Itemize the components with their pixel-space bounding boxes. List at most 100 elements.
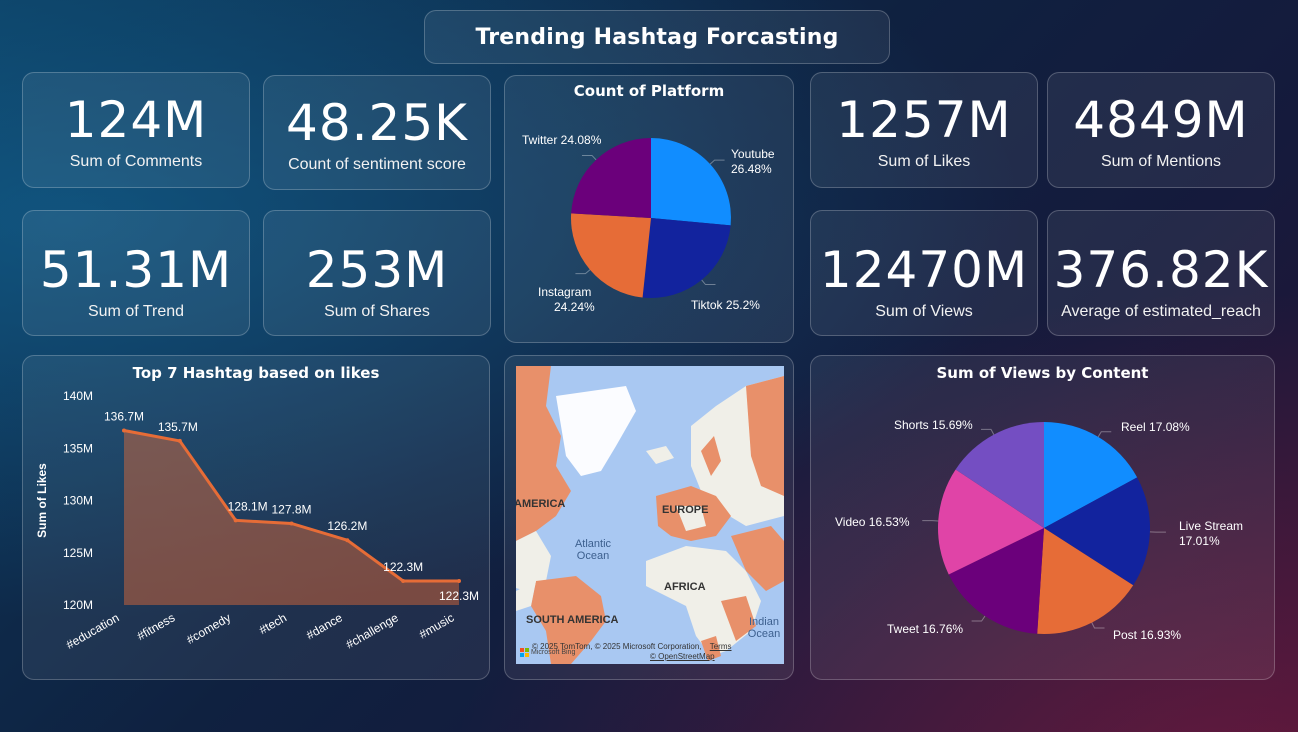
- map-attribution-text: © 2025 TomTom, © 2025 Microsoft Corporat…: [532, 642, 702, 651]
- pie-leader-line: [709, 159, 725, 165]
- kpi-value: 51.31M: [39, 241, 233, 299]
- pie-leader-line: [971, 615, 986, 622]
- map-label-south-america: SOUTH AMERICA: [526, 614, 619, 626]
- data-label: 126.2M: [327, 519, 367, 533]
- kpi-card-trend[interactable]: 51.31M Sum of Trend: [22, 210, 250, 336]
- dashboard-title-card: Trending Hashtag Forcasting: [424, 10, 890, 64]
- map-osm-link[interactable]: © OpenStreetMap: [650, 652, 715, 661]
- map-label-america: AMERICA: [516, 498, 566, 510]
- map-label-indian: Indian Ocean: [747, 616, 781, 640]
- kpi-card-sentiment[interactable]: 48.25K Count of sentiment score: [263, 75, 491, 190]
- x-tick-label: #challenge: [343, 610, 401, 651]
- pie-label-youtube: Youtube 26.48%: [731, 147, 775, 176]
- pie-label-name: Live Stream: [1179, 519, 1243, 533]
- platform-pie-chart[interactable]: Youtube 26.48% Tiktok 25.2% Instagram 24.24%…: [505, 76, 795, 344]
- kpi-value: 1257M: [836, 91, 1012, 149]
- y-axis-label: Sum of Likes: [35, 463, 49, 538]
- pie-leader-line: [581, 154, 597, 161]
- y-tick-label: 120M: [63, 598, 93, 612]
- pie-label-post: Post 16.93%: [1113, 628, 1181, 642]
- pie-label-instagram: Instagram 24.24%: [538, 285, 595, 314]
- content-views-pie-chart[interactable]: Reel 17.08% Live Stream 17.01% Post 16.93% T…: [811, 356, 1276, 681]
- y-tick-label: 125M: [63, 546, 93, 560]
- data-point[interactable]: [233, 518, 238, 523]
- x-tick-label: #tech: [257, 610, 289, 637]
- map-label-africa: AFRICA: [664, 581, 706, 593]
- data-point[interactable]: [345, 538, 350, 543]
- kpi-card-likes[interactable]: 1257M Sum of Likes: [810, 72, 1038, 188]
- pie-slice-video[interactable]: [938, 469, 1044, 575]
- pie-label-tweet: Tweet 16.76%: [887, 622, 963, 636]
- chart-title: Top 7 Hashtag based on likes: [132, 364, 380, 382]
- pie-slice-twitter[interactable]: [571, 138, 651, 218]
- kpi-value: 124M: [64, 91, 208, 149]
- pie-slice-tiktok[interactable]: [642, 218, 731, 298]
- kpi-value: 253M: [305, 241, 449, 299]
- pie-slice-live-stream[interactable]: [1044, 477, 1150, 586]
- data-point[interactable]: [177, 438, 182, 443]
- chart-title: Count of Platform: [573, 82, 725, 100]
- x-tick-label: #fitness: [135, 610, 178, 643]
- kpi-label: Sum of Views: [875, 303, 973, 320]
- pie-label-value: 26.48%: [731, 162, 772, 176]
- dashboard-title: Trending Hashtag Forcasting: [475, 24, 839, 50]
- kpi-card-shares[interactable]: 253M Sum of Shares: [263, 210, 491, 336]
- pie-label-reel: Reel 17.08%: [1121, 420, 1190, 434]
- pie-label-name: Youtube: [731, 147, 775, 161]
- pie-slice-instagram[interactable]: [571, 213, 651, 298]
- hashtag-likes-area-chart[interactable]: 120M 125M 130M 135M 140M Sum of Likes 136.7M 13…: [23, 356, 491, 681]
- pie-slice-reel[interactable]: [1044, 422, 1138, 528]
- kpi-label: Count of sentiment score: [288, 156, 466, 173]
- kpi-value: 12470M: [819, 241, 1029, 299]
- x-tick-label: #dance: [304, 610, 345, 642]
- pie-label-twitter: Twitter 24.08%: [522, 133, 602, 147]
- pie-leader-line: [575, 269, 591, 275]
- kpi-card-comments[interactable]: 124M Sum of Comments: [22, 72, 250, 188]
- pie-slice-tweet[interactable]: [948, 528, 1044, 634]
- kpi-card-mentions[interactable]: 4849M Sum of Mentions: [1047, 72, 1275, 188]
- platform-pie-card[interactable]: Count of Platform Youtube 26.48% Tiktok 25…: [504, 75, 794, 343]
- pie-label-value: 24.24%: [554, 300, 595, 314]
- data-point[interactable]: [457, 578, 461, 583]
- pie-leader-line: [701, 279, 716, 286]
- chart-title: Sum of Views by Content: [936, 364, 1149, 382]
- data-point[interactable]: [122, 428, 126, 433]
- pie-slice-post[interactable]: [1037, 528, 1134, 634]
- data-label: 127.8M: [271, 502, 311, 516]
- pie-slice-shorts[interactable]: [955, 422, 1044, 528]
- kpi-value: 376.82K: [1053, 241, 1269, 299]
- kpi-label: Average of estimated_reach: [1061, 303, 1261, 320]
- map-card[interactable]: AMERICA EUROPE Atlantic Ocean AFRICA SOU…: [504, 355, 794, 680]
- content-views-card[interactable]: Sum of Views by Content Reel 17.08% Live …: [810, 355, 1275, 680]
- bing-brand: Microsoft Bing: [520, 648, 575, 657]
- kpi-value: 4849M: [1073, 91, 1249, 149]
- map-attribution: © 2025 TomTom, © 2025 Microsoft Corporat…: [532, 642, 732, 662]
- data-point[interactable]: [401, 578, 406, 583]
- map-terms-link[interactable]: Terms: [709, 642, 732, 651]
- kpi-card-reach[interactable]: 376.82K Average of estimated_reach: [1047, 210, 1275, 336]
- kpi-label: Sum of Comments: [69, 153, 203, 170]
- map-graphic: [516, 366, 784, 664]
- data-label: 128.1M: [228, 499, 268, 513]
- y-tick-label: 135M: [63, 441, 93, 455]
- pie-slice-youtube[interactable]: [651, 138, 731, 226]
- map-label-atlantic: Atlantic Ocean: [574, 538, 612, 562]
- x-tick-label: #music: [417, 610, 457, 641]
- x-tick-label: #education: [64, 610, 122, 651]
- pie-leader-line: [1091, 622, 1105, 629]
- data-point[interactable]: [289, 521, 294, 526]
- pie-leader-line: [1097, 431, 1112, 438]
- y-tick-label: 140M: [63, 389, 93, 403]
- pie-label-tiktok: Tiktok 25.2%: [691, 298, 760, 312]
- hashtag-likes-card[interactable]: Top 7 Hashtag based on likes 120M 125M 130…: [22, 355, 490, 680]
- map-label-europe: EUROPE: [662, 504, 709, 516]
- pie-label-value: 17.01%: [1179, 534, 1220, 548]
- data-label: 122.3M: [439, 589, 479, 603]
- data-label: 122.3M: [383, 560, 423, 574]
- bing-brand-text: Microsoft Bing: [531, 649, 576, 656]
- kpi-value: 48.25K: [286, 94, 468, 152]
- kpi-label: Sum of Shares: [324, 303, 430, 320]
- world-map[interactable]: AMERICA EUROPE Atlantic Ocean AFRICA SOU…: [516, 366, 784, 664]
- kpi-card-views[interactable]: 12470M Sum of Views: [810, 210, 1038, 336]
- area-fill: [124, 430, 459, 605]
